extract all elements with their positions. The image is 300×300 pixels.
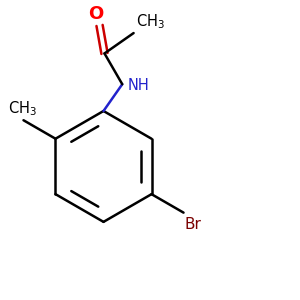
Text: Br: Br — [185, 217, 202, 232]
Text: CH$_3$: CH$_3$ — [136, 12, 165, 31]
Text: CH$_3$: CH$_3$ — [8, 99, 37, 118]
Text: NH: NH — [128, 78, 149, 93]
Text: O: O — [88, 4, 103, 22]
